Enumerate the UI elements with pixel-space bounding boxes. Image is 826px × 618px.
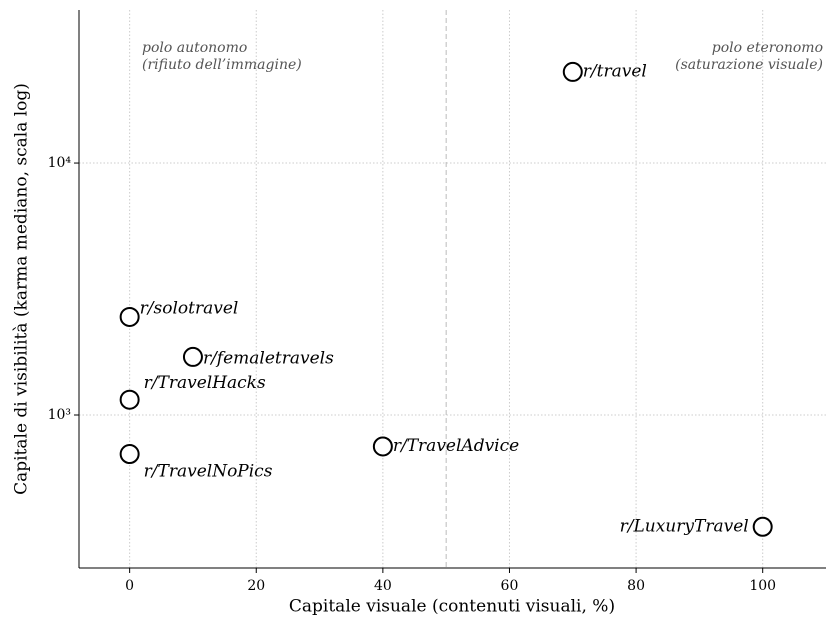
- point: [372, 436, 393, 457]
- point: [119, 444, 140, 465]
- annotation: polo autonomo: [142, 40, 247, 56]
- point: [119, 306, 140, 327]
- point: [752, 516, 773, 537]
- y-axis-label: Capitale di visibilità (karma mediano, s…: [12, 83, 32, 495]
- point-label: r/TravelAdvice: [393, 436, 519, 456]
- annotation: polo eteronomo: [712, 40, 823, 56]
- x-tick-label: 40: [374, 578, 392, 594]
- point: [182, 346, 203, 367]
- point-label: r/TravelNoPics: [144, 462, 273, 482]
- x-tick-label: 80: [627, 578, 645, 594]
- point: [562, 61, 583, 82]
- point-label: r/LuxuryTravel: [620, 516, 749, 536]
- point-label: r/solotravel: [140, 298, 239, 318]
- x-tick-label: 0: [125, 578, 134, 594]
- x-tick-label: 100: [749, 578, 776, 594]
- point-label: r/femaletravels: [203, 348, 334, 368]
- x-tick-label: 20: [247, 578, 265, 594]
- y-tick-label: 10⁴: [48, 155, 72, 171]
- annotation: (rifiuto dell’immagine): [142, 57, 302, 73]
- x-axis-label: Capitale visuale (contenuti visuali, %): [289, 597, 615, 617]
- x-tick-label: 60: [501, 578, 519, 594]
- y-tick-label: 10³: [48, 407, 71, 423]
- point-label: r/travel: [583, 61, 647, 81]
- annotation: (saturazione visuale): [675, 57, 823, 73]
- point-label: r/TravelHacks: [144, 373, 266, 393]
- point: [119, 389, 140, 410]
